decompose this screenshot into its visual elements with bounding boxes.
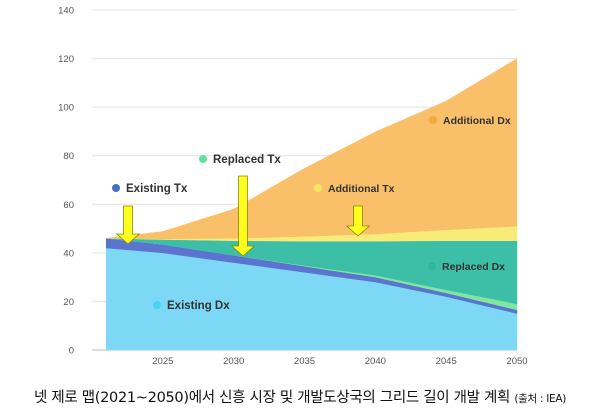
x-tick-2045: 2045 <box>436 356 457 367</box>
area-additional-dx <box>106 58 518 240</box>
legend-label-additional-dx: Additional Dx <box>443 115 511 127</box>
x-axis-ticks: 2025 2030 2035 2040 2045 2050 <box>152 356 527 367</box>
y-tick-120: 120 <box>58 54 74 65</box>
legend-labels: Existing Tx Replaced Tx Additional Tx Addit… <box>112 115 511 312</box>
y-tick-140: 140 <box>58 6 74 17</box>
arrow-replaced-tx <box>230 175 256 257</box>
legend-label-replaced-tx: Replaced Tx <box>213 154 281 166</box>
annotation-arrows <box>115 175 371 257</box>
legend-label-replaced-dx: Replaced Dx <box>442 261 505 273</box>
y-axis-ticks: 0 20 40 60 80 100 120 140 <box>58 6 74 357</box>
y-tick-80: 80 <box>63 151 74 162</box>
x-tick-2050: 2050 <box>506 356 527 367</box>
legend-dot-existing-tx <box>112 184 120 192</box>
legend-dot-additional-tx <box>314 184 322 192</box>
legend-label-existing-dx: Existing Dx <box>167 300 230 312</box>
legend-dot-replaced-dx <box>428 262 436 270</box>
caption-text: 넷 제로 맵(2021~2050)에서 신흥 시장 및 개발도상국의 그리드 길… <box>33 390 511 406</box>
legend-dot-replaced-tx <box>199 155 207 163</box>
y-tick-60: 60 <box>63 200 74 211</box>
legend-dot-existing-dx <box>153 301 161 309</box>
y-tick-100: 100 <box>58 103 74 114</box>
figure-caption: 넷 제로 맵(2021~2050)에서 신흥 시장 및 개발도상국의 그리드 길… <box>0 386 600 407</box>
legend-label-existing-tx: Existing Tx <box>126 183 188 195</box>
y-tick-0: 0 <box>69 346 74 357</box>
x-tick-2040: 2040 <box>365 356 386 367</box>
arrow-existing-tx <box>115 205 141 245</box>
y-tick-40: 40 <box>63 248 74 259</box>
stacked-areas <box>105 58 518 351</box>
x-tick-2035: 2035 <box>294 356 315 367</box>
y-tick-20: 20 <box>63 297 74 308</box>
arrow-additional-tx <box>345 205 371 237</box>
x-tick-2030: 2030 <box>223 356 244 367</box>
x-tick-2025: 2025 <box>152 356 173 367</box>
legend-label-additional-tx: Additional Tx <box>328 183 395 195</box>
legend-dot-additional-dx <box>429 116 437 124</box>
caption-source: (출처 : IEA) <box>514 393 567 405</box>
